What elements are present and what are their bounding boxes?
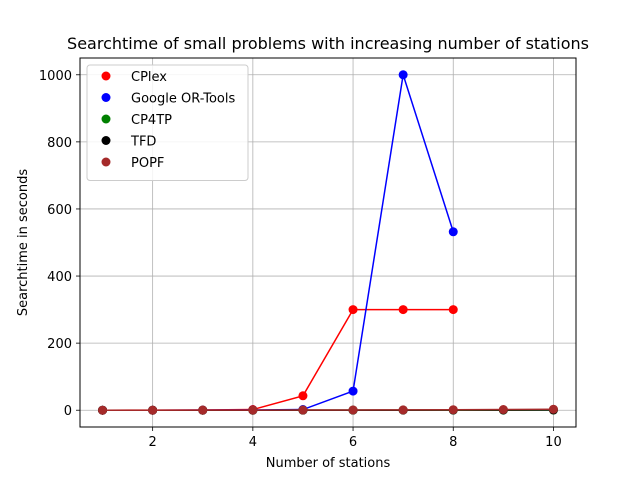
data-point: [348, 405, 358, 415]
data-point: [148, 405, 158, 415]
legend-label: TFD: [130, 135, 156, 150]
series-layer: [98, 70, 558, 415]
y-tick-label: 400: [47, 270, 72, 285]
legend-label: CPlex: [131, 70, 167, 85]
data-point: [348, 386, 358, 396]
legend-marker: [101, 157, 111, 167]
data-point: [348, 305, 358, 315]
x-axis-label: Number of stations: [266, 456, 391, 471]
x-tick-label: 10: [545, 435, 562, 450]
legend-label: CP4TP: [131, 113, 172, 128]
y-tick-label: 200: [47, 337, 72, 352]
legend-box: [86, 64, 249, 181]
y-tick-label: 0: [64, 404, 72, 419]
data-point: [398, 305, 408, 315]
legend-marker: [101, 136, 111, 145]
data-point: [398, 405, 408, 415]
series-popf: [98, 404, 558, 415]
legend-label: POPF: [131, 156, 164, 171]
data-point: [198, 405, 208, 415]
data-point: [298, 405, 308, 415]
series-line: [102, 308, 454, 411]
y-tick-label: 800: [47, 136, 72, 151]
data-point: [498, 405, 508, 415]
y-axis-ticks: 0 200 400 600 800 1000: [39, 69, 80, 419]
y-tick-label: 600: [47, 203, 72, 218]
y-axis-label: Searchtime in seconds: [16, 169, 31, 317]
legend-label: Google OR-Tools: [131, 92, 235, 107]
plot-frame: [79, 57, 577, 428]
data-point: [448, 305, 458, 315]
data-point: [248, 405, 258, 415]
data-point: [398, 70, 408, 80]
x-tick-label: 2: [149, 435, 157, 450]
data-point: [98, 405, 108, 415]
data-point: [548, 404, 558, 414]
legend-marker: [101, 93, 111, 102]
x-tick-label: 6: [349, 435, 357, 450]
data-point: [448, 227, 458, 237]
legend-marker: [101, 71, 111, 81]
chart-title: Searchtime of small problems with increa…: [67, 34, 589, 53]
series-cplex: [98, 305, 458, 415]
legend: CPlex Google OR-Tools CP4TP TFD POPF: [86, 64, 249, 181]
x-axis-ticks: 2 4 6 8 10: [149, 427, 562, 450]
x-tick-label: 8: [449, 435, 457, 450]
legend-marker: [101, 114, 111, 124]
data-point: [298, 391, 308, 401]
y-tick-label: 1000: [39, 69, 72, 84]
data-point: [448, 405, 458, 415]
series-line: [102, 408, 554, 411]
x-tick-label: 4: [249, 435, 257, 450]
